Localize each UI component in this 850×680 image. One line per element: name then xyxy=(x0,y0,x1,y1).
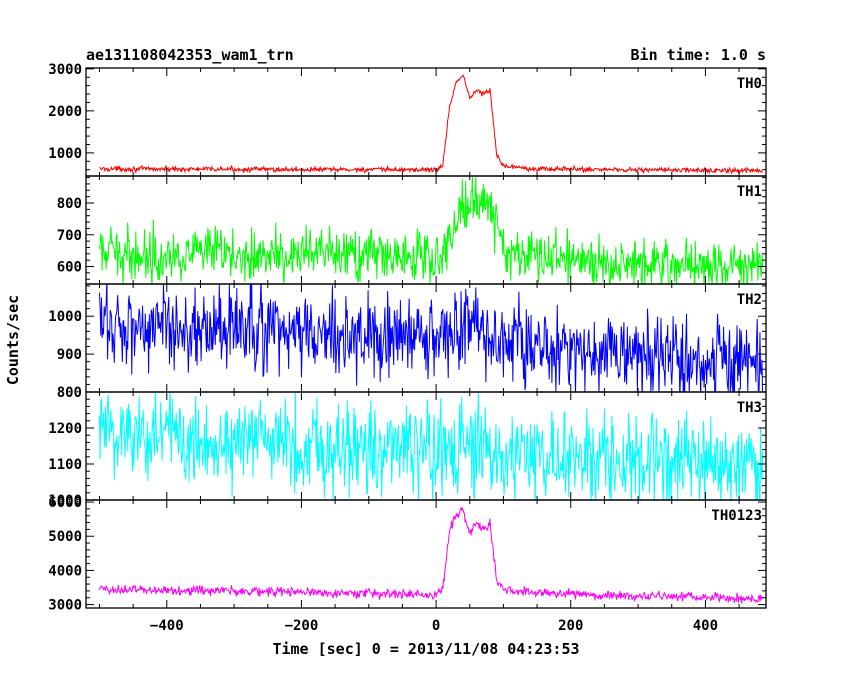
y-tick-label: 1000 xyxy=(48,493,82,509)
x-axis: −400 −200 0 200 400 xyxy=(150,618,718,634)
panel-label-th3: TH3 xyxy=(737,400,762,416)
panel-label-th1: TH1 xyxy=(737,184,762,200)
y-tick-label: 1000 xyxy=(48,146,82,162)
series-line-th0123 xyxy=(98,506,763,604)
x-tick-label: 200 xyxy=(558,618,583,634)
y-tick-label: 1200 xyxy=(48,421,82,437)
y-tick-label: 900 xyxy=(57,347,82,363)
y-tick-label: 5000 xyxy=(48,529,82,545)
panel-frame-th0 xyxy=(85,67,767,177)
series-line-th0 xyxy=(99,74,763,175)
panel-frame-th0123 xyxy=(85,499,767,609)
panel-label-th0123: TH0123 xyxy=(711,508,762,524)
panel-label-th0: TH0 xyxy=(737,76,762,92)
y-tick-label: 2000 xyxy=(48,104,82,120)
series-line-th2 xyxy=(98,284,764,392)
y-tick-label: 3000 xyxy=(48,598,82,614)
y-tick-label: 600 xyxy=(57,260,82,276)
y-tick-label: 6000 xyxy=(48,495,82,511)
panels-group: 1000 2000 3000 TH0 600 700 800 TH1 800 900 1000 TH2… xyxy=(48,62,767,614)
chart-title: ae131108042353_wam1_trn xyxy=(86,46,294,64)
y-tick-label: 3000 xyxy=(48,62,82,78)
x-tick-label: −200 xyxy=(285,618,319,634)
y-tick-label: 700 xyxy=(57,228,82,244)
y-tick-label: 1000 xyxy=(48,309,82,325)
x-tick-label: −400 xyxy=(150,618,184,634)
series-line-th3 xyxy=(98,392,764,500)
x-axis-label: Time [sec] 0 = 2013/11/08 04:23:53 xyxy=(272,640,579,658)
panel-label-th2: TH2 xyxy=(737,292,762,308)
series-line-th1 xyxy=(98,177,764,284)
y-tick-label: 800 xyxy=(57,385,82,401)
y-tick-label: 4000 xyxy=(48,563,82,579)
y-tick-label: 800 xyxy=(57,196,82,212)
y-tick-label: 1100 xyxy=(48,457,82,473)
x-tick-label: 400 xyxy=(693,618,718,634)
x-tick-label: 0 xyxy=(432,618,440,634)
bin-time-label: Bin time: 1.0 s xyxy=(631,46,766,64)
y-axis-label: Counts/sec xyxy=(4,295,22,385)
